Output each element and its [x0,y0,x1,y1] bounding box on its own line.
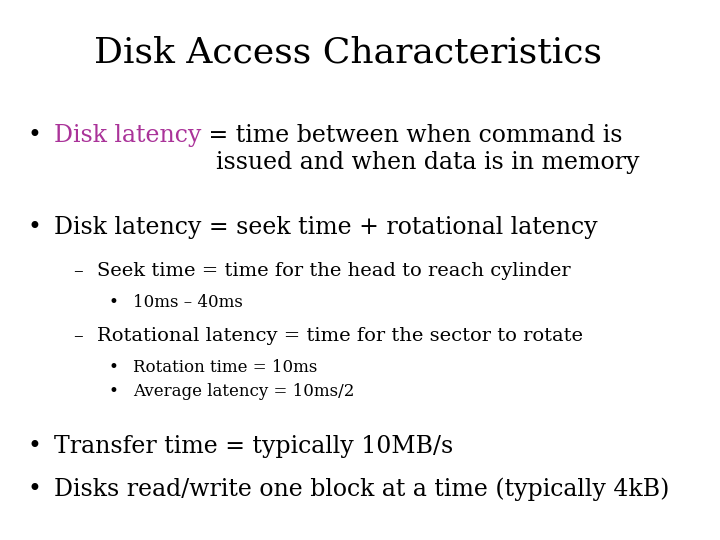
Text: Rotation time = 10ms: Rotation time = 10ms [133,359,318,376]
Text: Rotational latency = time for the sector to rotate: Rotational latency = time for the sector… [97,327,583,345]
Text: Disks read/write one block at a time (typically 4kB): Disks read/write one block at a time (ty… [54,478,670,502]
Text: 10ms – 40ms: 10ms – 40ms [133,294,243,311]
Text: Seek time = time for the head to reach cylinder: Seek time = time for the head to reach c… [97,262,571,280]
Text: •: • [27,435,42,458]
Text: Disk latency: Disk latency [54,124,202,147]
Text: = time between when command is
  issued and when data is in memory: = time between when command is issued an… [202,124,640,174]
Text: –: – [73,327,83,345]
Text: Average latency = 10ms/2: Average latency = 10ms/2 [133,383,354,400]
Text: •: • [109,294,119,311]
Text: •: • [27,216,42,239]
Text: •: • [27,478,42,501]
Text: •: • [27,124,42,147]
Text: Transfer time = typically 10MB/s: Transfer time = typically 10MB/s [54,435,454,458]
Text: Disk Access Characteristics: Disk Access Characteristics [94,35,602,69]
Text: Disk latency = seek time + rotational latency: Disk latency = seek time + rotational la… [54,216,598,239]
Text: •: • [109,383,119,400]
Text: •: • [109,359,119,376]
Text: –: – [73,262,83,280]
